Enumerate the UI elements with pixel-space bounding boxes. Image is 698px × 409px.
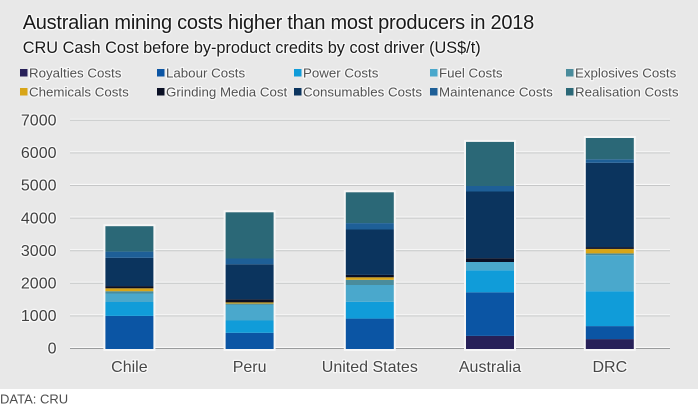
- svg-text:Labour Costs: Labour Costs: [166, 66, 245, 81]
- svg-text:DRC: DRC: [592, 359, 627, 376]
- svg-text:CRU Cash Cost before by-produc: CRU Cash Cost before by-product credits …: [23, 39, 481, 57]
- svg-text:Grinding Media Cost: Grinding Media Cost: [166, 85, 288, 100]
- svg-text:Realisation Costs: Realisation Costs: [575, 85, 679, 100]
- svg-text:Consumables Costs: Consumables Costs: [303, 85, 422, 100]
- svg-text:Maintenance Costs: Maintenance Costs: [439, 85, 553, 100]
- svg-text:4000: 4000: [21, 210, 57, 227]
- svg-text:5000: 5000: [21, 178, 57, 195]
- svg-text:Chemicals Costs: Chemicals Costs: [29, 85, 129, 100]
- svg-text:DATA: CRU: DATA: CRU: [0, 392, 68, 405]
- svg-text:3000: 3000: [21, 243, 57, 260]
- svg-text:Chile: Chile: [111, 359, 148, 376]
- svg-text:Explosives Costs: Explosives Costs: [575, 66, 677, 81]
- svg-text:7000: 7000: [21, 113, 57, 130]
- svg-text:Royalties Costs: Royalties Costs: [29, 66, 122, 81]
- svg-text:0: 0: [48, 341, 57, 358]
- svg-text:Power Costs: Power Costs: [303, 66, 379, 81]
- svg-text:United States: United States: [322, 359, 418, 376]
- svg-text:6000: 6000: [21, 145, 57, 162]
- svg-text:Australia: Australia: [459, 359, 521, 376]
- svg-text:1000: 1000: [21, 308, 57, 325]
- svg-text:2000: 2000: [21, 276, 57, 293]
- svg-text:Australian mining costs higher: Australian mining costs higher than most…: [23, 12, 534, 34]
- svg-text:Fuel Costs: Fuel Costs: [439, 66, 503, 81]
- svg-text:Peru: Peru: [233, 359, 267, 376]
